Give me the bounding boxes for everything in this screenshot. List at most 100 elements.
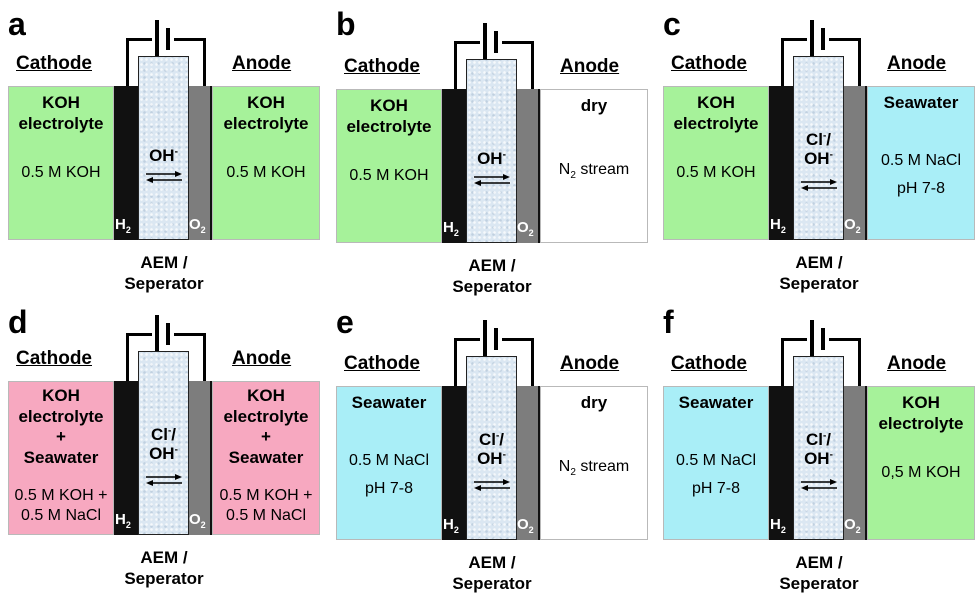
membrane-caption-line: AEM /	[795, 253, 843, 272]
cathode-header: Cathode	[16, 348, 92, 369]
anode-header: Anode	[887, 353, 947, 374]
cathode-title-line: +	[56, 427, 66, 446]
battery-gap	[480, 334, 502, 344]
anode-electrode-edge	[865, 86, 867, 240]
anode-electrode	[189, 86, 212, 240]
cathode-compartment: Seawater 0.5 M NaCl pH 7-8	[663, 386, 769, 540]
gas-symbol: O	[189, 216, 201, 233]
gas-subscript: 2	[200, 520, 206, 530]
oxygen-label: O2	[517, 219, 534, 238]
panel-letter: e	[336, 304, 354, 340]
anode-electrode	[189, 381, 212, 535]
membrane-caption-line: Seperator	[452, 574, 532, 594]
hydrogen-label: H2	[115, 511, 131, 530]
anode-electrode	[844, 386, 867, 540]
cathode-title-line: electrolyte	[346, 116, 432, 136]
ion-charge: -	[502, 449, 506, 461]
cathode-compartment: KOH electrolyte 0.5 M KOH	[663, 86, 769, 240]
cathode-detail: pH 7-8	[691, 480, 741, 497]
anode-detail: 0.5 M NaCl	[225, 507, 307, 524]
cathode-compartment: KOH electrolyte 0.5 M KOH	[336, 89, 442, 243]
anode-title-line: electrolyte	[223, 113, 309, 133]
cathode-header: Cathode	[344, 353, 420, 374]
ion-base: Cl	[805, 130, 823, 149]
battery-gap	[480, 37, 502, 47]
anode-detail: N2 stream	[541, 160, 647, 182]
membrane-caption: AEM / Seperator	[759, 252, 879, 295]
cathode-title-line: Seawater	[678, 393, 754, 412]
cathode-title-line: Seawater	[351, 393, 427, 412]
panel-e: e Cathode Anode Seawater 0.5 M NaCl pH 7-8 dry…	[328, 298, 653, 601]
aem-separator	[466, 59, 517, 243]
anode-detail: 0.5 M KOH +	[219, 487, 313, 504]
battery-plate-long	[155, 20, 159, 58]
anode-header: Anode	[560, 353, 620, 374]
ion-base: Cl	[805, 430, 823, 449]
cathode-compartment: KOH electrolyte 0.5 M KOH	[8, 86, 114, 240]
membrane-caption-line: Seperator	[124, 274, 204, 294]
ion-base: OH	[149, 444, 175, 464]
ion-separator: /	[499, 430, 505, 449]
aem-separator	[138, 351, 189, 535]
oxygen-label: O2	[844, 216, 861, 235]
panel-letter: f	[663, 304, 674, 340]
cathode-title-line: KOH	[697, 93, 735, 112]
ion-base: Cl	[478, 430, 496, 449]
anode-title-line: KOH	[902, 393, 940, 412]
ion-species: OH-	[140, 444, 187, 463]
anode-electrode-edge	[538, 386, 540, 540]
anode-title-line: Seawater	[228, 447, 304, 467]
gas-subscript: 2	[528, 525, 534, 535]
transport-arrows-icon	[801, 179, 837, 191]
oxygen-label: O2	[189, 511, 206, 530]
anode-detail: 0.5 M KOH	[226, 164, 306, 181]
anode-electrode-edge	[210, 86, 212, 240]
oxygen-label: O2	[189, 216, 206, 235]
cathode-compartment: KOH electrolyte + Seawater 0.5 M KOH + 0.5 M …	[8, 381, 114, 535]
battery-gap	[152, 329, 174, 339]
cathode-header: Cathode	[671, 353, 747, 374]
anode-title-line: +	[261, 427, 271, 446]
membrane-caption-line: AEM /	[140, 548, 188, 567]
ion-species: OH-	[795, 149, 842, 168]
cathode-detail: 0.5 M KOH +	[14, 487, 108, 504]
gas-symbol: O	[517, 516, 529, 533]
ion-label: Cl-/OH-	[795, 430, 842, 468]
cathode-title-line: KOH	[370, 96, 408, 115]
anode-header: Anode	[232, 53, 292, 74]
transport-arrows-icon	[801, 479, 837, 491]
cathode-compartment: Seawater 0.5 M NaCl pH 7-8	[336, 386, 442, 540]
cathode-detail: 0.5 M KOH	[349, 167, 429, 184]
ion-label: Cl-/OH-	[140, 425, 187, 463]
cathode-electrode	[442, 89, 466, 243]
cathode-title-line: electrolyte	[18, 113, 104, 133]
gas-symbol: H	[443, 516, 454, 533]
cathode-title-line: KOH	[42, 386, 80, 405]
anode-compartment: KOH electrolyte 0,5 M KOH	[867, 386, 975, 540]
gas-subscript: 2	[453, 525, 459, 535]
gas-subscript: 2	[528, 228, 534, 238]
gas-symbol: O	[844, 516, 856, 533]
anode-electrode	[844, 86, 867, 240]
membrane-caption-line: AEM /	[468, 256, 516, 275]
anode-title-line: electrolyte	[878, 413, 964, 433]
panel-f: f Cathode Anode Seawater 0.5 M NaCl pH 7-8 KOH…	[655, 298, 975, 601]
panel-a: a Cathode Anode KOH electrolyte 0.5 M KOH KOH e…	[0, 0, 325, 303]
panel-letter: b	[336, 6, 356, 42]
ion-charge: -	[174, 146, 178, 158]
gas-subscript: 2	[125, 520, 131, 530]
anode-detail: 0.5 M NaCl	[880, 152, 962, 169]
cathode-title-line: electrolyte	[18, 406, 104, 426]
ion-species: OH-	[140, 146, 187, 165]
membrane-caption-line: AEM /	[468, 553, 516, 572]
ion-charge: -	[502, 149, 506, 161]
anode-detail-text: N	[558, 161, 571, 178]
anode-title-line: KOH	[247, 93, 285, 112]
ion-label: OH-	[140, 146, 187, 165]
anode-electrode-edge	[865, 386, 867, 540]
cathode-header: Cathode	[344, 56, 420, 77]
anode-header: Anode	[560, 56, 620, 77]
ion-label: Cl-/OH-	[795, 130, 842, 168]
cathode-title-line: Seawater	[23, 447, 99, 467]
gas-symbol: H	[115, 511, 126, 528]
